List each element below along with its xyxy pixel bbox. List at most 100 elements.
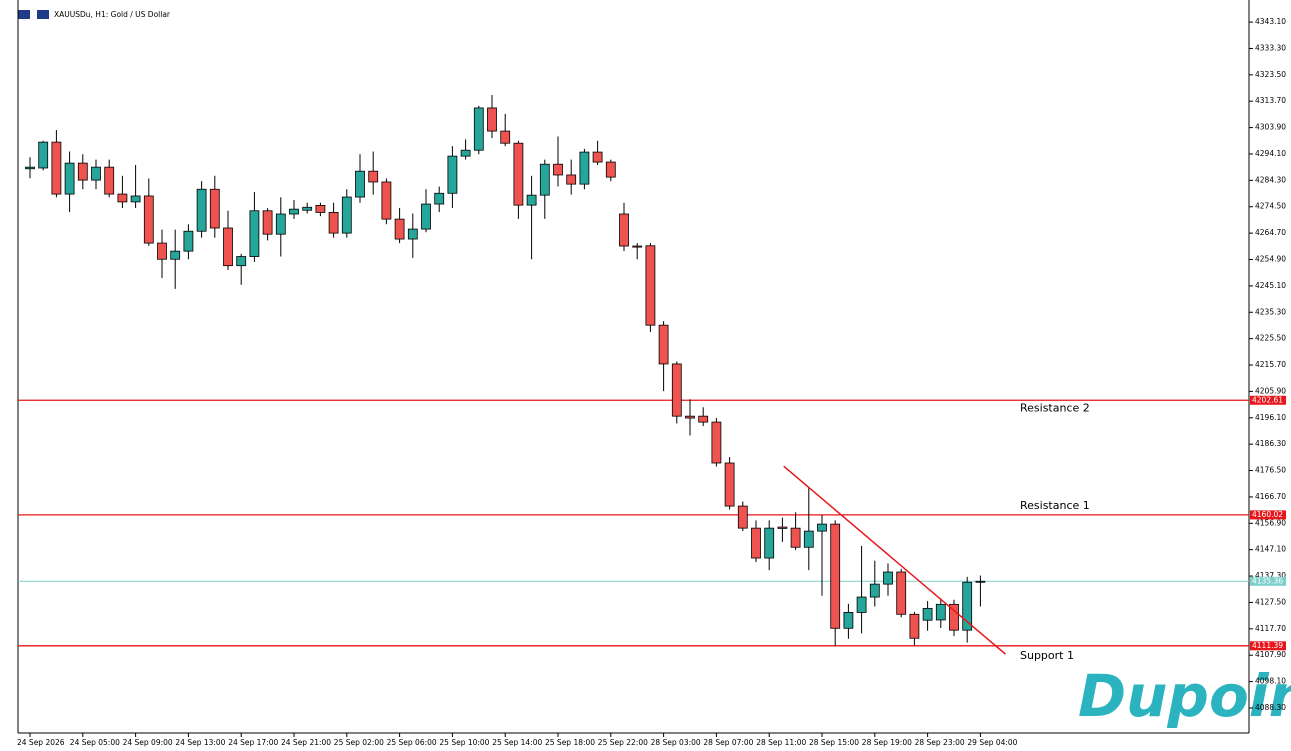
symbol-icon [18, 10, 30, 19]
candle-body [407, 228, 418, 240]
candle-body [434, 192, 445, 205]
candle-body [25, 166, 35, 170]
y-tick-label: 4156.90 [1255, 518, 1286, 527]
candle-body [315, 204, 326, 213]
candle-body [975, 580, 986, 583]
candle-body [421, 203, 431, 230]
price-box [1250, 395, 1286, 405]
price-box [1250, 641, 1286, 651]
x-tick-label: 25 Sep 14:00 [492, 738, 542, 747]
candle-body [685, 415, 695, 419]
y-tick-label: 4117.70 [1255, 624, 1286, 633]
y-tick-label: 4303.90 [1255, 123, 1286, 132]
x-tick-label: 28 Sep 07:00 [703, 738, 753, 747]
candle-body [196, 188, 207, 232]
candle-body [104, 166, 115, 195]
candle-body [579, 151, 590, 185]
x-tick-label: 25 Sep 22:00 [598, 738, 648, 747]
candle-body [341, 196, 352, 234]
x-tick-label: 24 Sep 05:00 [70, 738, 120, 747]
candle-body [130, 195, 141, 203]
candle-body [553, 163, 563, 176]
candle-body [183, 230, 194, 252]
candle-body [500, 130, 511, 144]
candle-body [64, 162, 75, 195]
y-tick-label: 4245.10 [1255, 281, 1286, 290]
candle-body [843, 612, 854, 629]
candle-body [236, 256, 247, 267]
y-tick-label: 4127.50 [1255, 597, 1286, 606]
candle-body [790, 527, 801, 548]
y-tick-label: 4196.10 [1255, 413, 1286, 422]
candle-body [619, 213, 629, 247]
candle-body [381, 181, 392, 220]
y-tick-label: 4137.30 [1255, 571, 1286, 580]
candle-body [645, 245, 656, 326]
price-box [1250, 576, 1286, 586]
candle-body [473, 107, 484, 151]
candle-body [157, 242, 167, 260]
candle-body [817, 523, 827, 532]
x-tick-label: 24 Sep 13:00 [175, 738, 225, 747]
x-tick-label: 28 Sep 11:00 [756, 738, 806, 747]
candle-body [51, 141, 62, 195]
x-tick-label: 29 Sep 04:00 [967, 738, 1017, 747]
candle-body [751, 527, 761, 559]
candle-body [777, 526, 788, 529]
candle-body [856, 596, 867, 613]
candle-body [143, 195, 154, 244]
candle-body [949, 603, 959, 631]
y-tick-label: 4333.30 [1255, 43, 1286, 52]
x-tick-label: 25 Sep 18:00 [545, 738, 595, 747]
candle-body [711, 421, 722, 464]
y-tick-label: 4235.30 [1255, 307, 1286, 316]
x-tick-label: 28 Sep 19:00 [862, 738, 912, 747]
y-tick-label: 4313.70 [1255, 96, 1286, 105]
price-box-label: 4160.02 [1252, 510, 1283, 519]
trendline [783, 465, 1006, 655]
y-tick-label: 4254.90 [1255, 254, 1286, 263]
x-tick-label: 24 Sep 17:00 [228, 738, 278, 747]
y-tick-label: 4176.50 [1255, 466, 1286, 475]
y-tick-label: 4107.90 [1255, 650, 1286, 659]
candle-body [302, 206, 313, 211]
candle-body [764, 527, 775, 559]
candle-body [394, 218, 405, 240]
price-box-label: 4111.39 [1252, 641, 1283, 650]
candle-body [513, 142, 524, 206]
candle-body [896, 571, 907, 615]
candle-body [77, 162, 88, 181]
candle-body [539, 163, 550, 196]
y-tick-label: 4098.10 [1255, 677, 1286, 686]
x-tick-label: 28 Sep 23:00 [915, 738, 965, 747]
candle-body [698, 415, 709, 423]
candle-body [275, 213, 286, 235]
x-tick-label: 28 Sep 03:00 [651, 738, 701, 747]
candle-body [117, 193, 128, 203]
candle-body [38, 141, 49, 169]
candle-body [830, 523, 841, 629]
candle-body [328, 211, 339, 234]
y-tick-label: 4323.50 [1255, 70, 1286, 79]
y-tick-label: 4205.90 [1255, 386, 1286, 395]
y-tick-label: 4215.70 [1255, 360, 1286, 369]
candle-body [289, 208, 299, 215]
candle-body [909, 613, 920, 639]
x-tick-label: 24 Sep 2026 [17, 738, 65, 747]
chart-title: XAUUSDu, H1: Gold / US Dollar [54, 10, 171, 19]
candle-body [632, 245, 643, 248]
y-tick-label: 4088.30 [1255, 703, 1286, 712]
x-tick-label: 25 Sep 06:00 [387, 738, 437, 747]
y-tick-label: 4264.70 [1255, 228, 1286, 237]
x-tick-label: 25 Sep 02:00 [334, 738, 384, 747]
candle-body [658, 324, 669, 365]
candle-body [935, 603, 946, 621]
candle-body [355, 170, 365, 198]
price-box [1250, 510, 1286, 520]
y-tick-label: 4166.70 [1255, 492, 1286, 501]
candle-body [922, 607, 933, 621]
candle-body [724, 462, 735, 507]
candle-body [209, 188, 220, 229]
candle-body [368, 170, 379, 183]
